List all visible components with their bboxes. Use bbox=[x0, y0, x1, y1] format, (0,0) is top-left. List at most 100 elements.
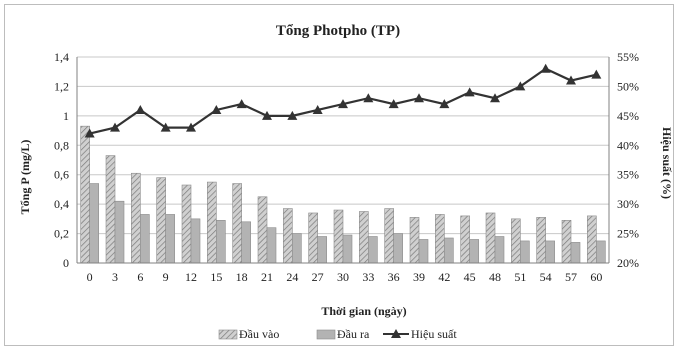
bar-dau-ra bbox=[545, 240, 555, 264]
efficiency-marker bbox=[236, 99, 247, 109]
y2-tick-label: 50% bbox=[617, 79, 639, 93]
bar-dau-vao bbox=[359, 211, 369, 264]
bar-dau-ra bbox=[292, 233, 302, 264]
efficiency-marker bbox=[160, 122, 171, 132]
efficiency-marker bbox=[135, 104, 146, 114]
bar-dau-ra bbox=[317, 236, 327, 264]
bar-dau-ra bbox=[266, 227, 277, 264]
bar-dau-ra bbox=[469, 239, 479, 264]
efficiency-marker bbox=[262, 110, 272, 120]
x-tick-label: 54 bbox=[540, 270, 552, 284]
x-tick-label: 15 bbox=[210, 270, 222, 284]
y-tick-label: 1,2 bbox=[54, 79, 69, 93]
x-tick-label: 30 bbox=[337, 270, 349, 284]
bar-dau-ra bbox=[368, 236, 378, 264]
y-tick-label: 0,8 bbox=[54, 138, 69, 152]
efficiency-marker bbox=[287, 110, 298, 120]
efficiency-marker bbox=[464, 87, 475, 97]
legend-label-hieu-suat: Hiệu suất bbox=[411, 327, 457, 341]
efficiency-marker bbox=[363, 93, 374, 103]
x-tick-label: 27 bbox=[312, 270, 324, 284]
bar-dau-ra bbox=[114, 200, 125, 264]
x-tick-label: 48 bbox=[489, 270, 501, 284]
bar-dau-vao bbox=[105, 155, 116, 264]
y2-tick-label: 20% bbox=[617, 256, 639, 270]
y2-tick-label: 30% bbox=[617, 197, 639, 211]
bar-dau-vao bbox=[511, 218, 521, 264]
legend-swatch-dau-ra bbox=[316, 329, 336, 340]
efficiency-marker bbox=[414, 93, 424, 103]
bar-dau-ra bbox=[140, 214, 150, 264]
bar-dau-ra bbox=[89, 183, 99, 264]
chart-title: Tổng Photpho (TP) bbox=[276, 23, 400, 39]
bar-dau-vao bbox=[536, 217, 546, 264]
y-tick-label: 0,4 bbox=[54, 197, 69, 211]
bar-dau-vao bbox=[587, 215, 597, 264]
chart-frame: Tổng Photpho (TP) 0 0,2 0,4 0,6 0,8 1 1,2 1,4 20… bbox=[4, 4, 674, 346]
bar-dau-ra bbox=[342, 234, 353, 264]
bar-dau-ra bbox=[165, 214, 175, 264]
x-tick-label: 9 bbox=[163, 270, 169, 284]
y-tick-label: 0,6 bbox=[54, 168, 69, 182]
efficiency-line bbox=[84, 63, 602, 138]
y-tick-label: 1 bbox=[63, 109, 69, 123]
efficiency-marker bbox=[515, 81, 526, 91]
bar-dau-vao bbox=[131, 172, 141, 264]
bar-dau-ra bbox=[520, 240, 530, 264]
y-tick-label: 0,2 bbox=[54, 227, 69, 241]
bar-dau-vao bbox=[435, 214, 445, 264]
efficiency-marker bbox=[388, 99, 399, 109]
efficiency-marker bbox=[312, 104, 323, 114]
bar-dau-vao bbox=[308, 212, 318, 264]
x-tick-label: 0 bbox=[87, 270, 93, 284]
y2-axis-title: Hiệu suất (%) bbox=[660, 127, 674, 199]
efficiency-marker bbox=[490, 93, 500, 103]
bar-dau-vao bbox=[333, 209, 344, 264]
bar-dau-vao bbox=[232, 183, 242, 264]
efficiency-marker bbox=[566, 75, 576, 85]
bar-dau-vao bbox=[384, 208, 394, 264]
efficiency-marker bbox=[338, 99, 348, 109]
bar-dau-ra bbox=[190, 218, 201, 264]
x-tick-label: 12 bbox=[185, 270, 197, 284]
bar-dau-vao bbox=[156, 177, 166, 264]
efficiency-marker bbox=[84, 128, 95, 138]
bar-dau-vao bbox=[485, 212, 496, 264]
bar-dau-ra bbox=[570, 242, 581, 264]
axes: 0 0,2 0,4 0,6 0,8 1 1,2 1,4 20% 25% 30% 35% 40% 45% 50… bbox=[54, 50, 639, 284]
bar-dau-vao bbox=[80, 125, 90, 264]
y2-tick-label: 55% bbox=[617, 50, 639, 64]
bar-dau-ra bbox=[444, 237, 454, 264]
y-tick-label: 0 bbox=[63, 256, 69, 270]
y-tick-label: 1,4 bbox=[54, 50, 69, 64]
x-tick-label: 42 bbox=[438, 270, 450, 284]
efficiency-marker bbox=[110, 122, 120, 132]
bar-dau-vao bbox=[283, 208, 293, 264]
y2-tick-label: 25% bbox=[617, 227, 639, 241]
y2-tick-label: 35% bbox=[617, 168, 639, 182]
bars bbox=[80, 125, 606, 264]
efficiency-marker bbox=[186, 122, 196, 132]
y2-tick-label: 45% bbox=[617, 109, 639, 123]
x-tick-label: 45 bbox=[464, 270, 476, 284]
bar-dau-ra bbox=[216, 220, 226, 264]
x-tick-label: 57 bbox=[565, 270, 577, 284]
x-tick-label: 24 bbox=[286, 270, 298, 284]
y-axis-title: Tổng P (mg/L) bbox=[18, 140, 32, 215]
bar-dau-vao bbox=[207, 181, 217, 264]
bar-dau-ra bbox=[393, 233, 403, 264]
x-tick-label: 6 bbox=[137, 270, 143, 284]
tp-chart: Tổng Photpho (TP) 0 0,2 0,4 0,6 0,8 1 1,2 1,4 20… bbox=[18, 23, 674, 341]
bar-dau-ra bbox=[596, 240, 606, 264]
x-tick-label: 36 bbox=[388, 270, 400, 284]
x-tick-label: 3 bbox=[112, 270, 118, 284]
x-tick-label: 33 bbox=[362, 270, 374, 284]
legend-label-dau-ra: Đầu ra bbox=[337, 327, 370, 341]
bar-dau-ra bbox=[494, 236, 505, 264]
bar-dau-ra bbox=[418, 239, 429, 264]
efficiency-marker bbox=[540, 63, 551, 73]
legend-label-dau-vao: Đầu vào bbox=[239, 327, 279, 341]
x-tick-label: 18 bbox=[236, 270, 248, 284]
x-tick-label: 21 bbox=[261, 270, 273, 284]
legend-swatch-dau-vao bbox=[218, 329, 238, 340]
